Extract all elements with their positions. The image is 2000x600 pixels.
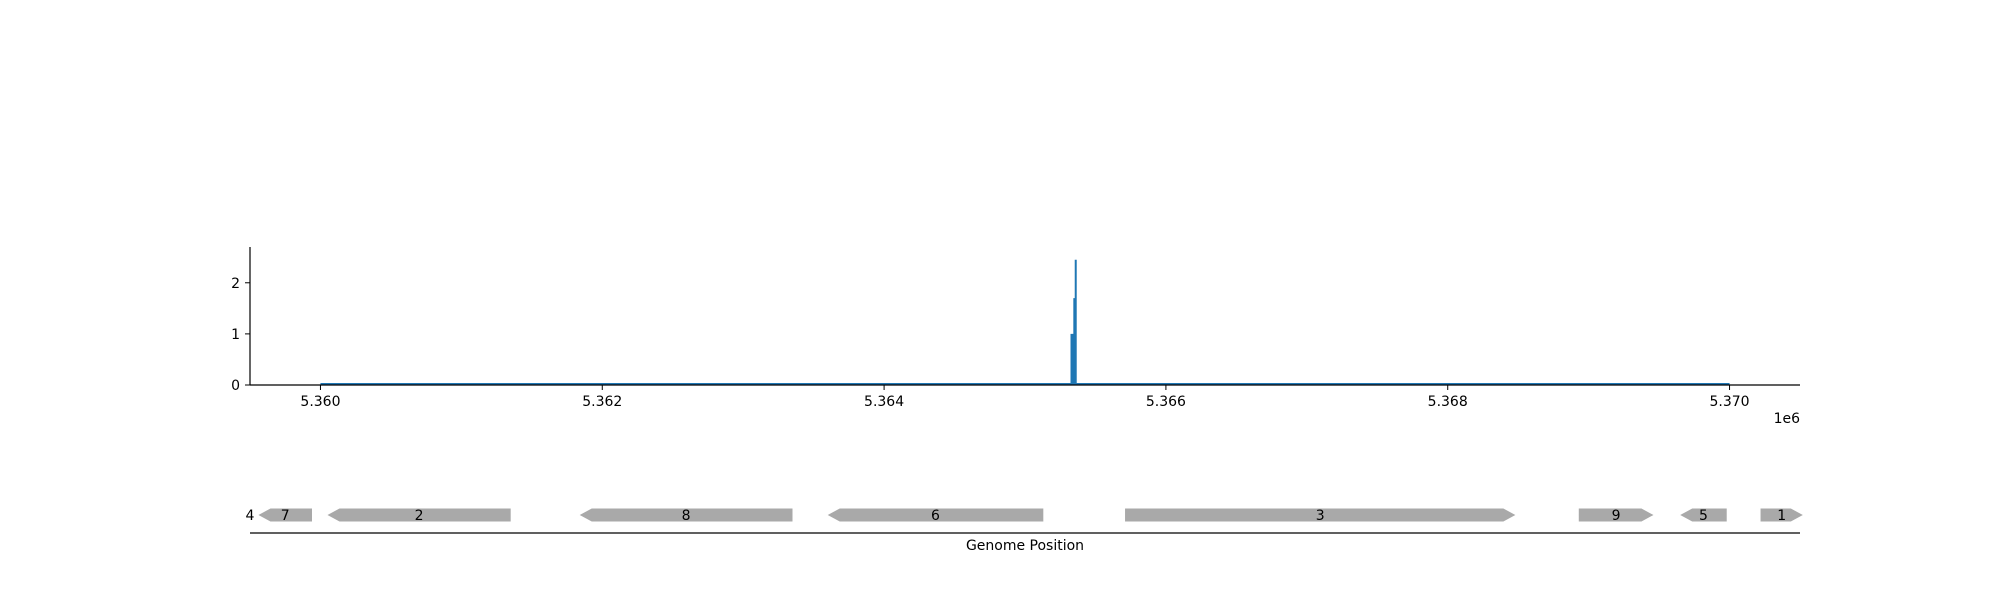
coverage-plot: 5.360 5.362 5.364 5.366 5.368 5.370 0 1 2 1e6 (231, 247, 1800, 427)
y-tick-label: 1 (231, 327, 240, 343)
gene-label: 3 (1316, 508, 1325, 524)
y-tick-label: 0 (231, 378, 240, 394)
gene-features: 4 7 2 8 6 3 9 5 1 (246, 508, 1803, 524)
gene-label: 5 (1699, 508, 1708, 524)
gene-label: 8 (682, 508, 691, 524)
gene-arrow (1125, 508, 1516, 522)
gene-label: 2 (415, 508, 424, 524)
gene-label: 1 (1777, 508, 1786, 524)
y-tick-label: 2 (231, 276, 240, 292)
coverage-series (1070, 259, 1077, 385)
gene-arrow (258, 508, 312, 522)
gene-arrow (579, 508, 793, 522)
gene-arrow (827, 508, 1044, 522)
gene-track: 4 7 2 8 6 3 9 5 1 Genome Position (246, 508, 1803, 554)
gene-arrow (327, 508, 511, 522)
gene-label: 9 (1612, 508, 1621, 524)
gene-arrow (1578, 508, 1654, 522)
x-axis-label: Genome Position (966, 538, 1084, 554)
x-tick-label: 5.364 (864, 394, 904, 410)
gene-arrow (1760, 508, 1803, 522)
x-tick-label: 5.368 (1428, 394, 1468, 410)
gene-label: 6 (931, 508, 940, 524)
x-tick-label: 5.366 (1146, 394, 1186, 410)
x-tick-label: 5.360 (300, 394, 340, 410)
y-ticks: 0 1 2 (231, 276, 250, 394)
gene-label: 7 (281, 508, 290, 524)
x-offset-label: 1e6 (1774, 411, 1801, 427)
x-ticks: 5.360 5.362 5.364 5.366 5.368 5.370 (300, 385, 1750, 410)
x-tick-label: 5.362 (582, 394, 622, 410)
gene-arrow (1680, 508, 1727, 522)
x-tick-label: 5.370 (1709, 394, 1749, 410)
gene-label: 4 (246, 508, 255, 524)
